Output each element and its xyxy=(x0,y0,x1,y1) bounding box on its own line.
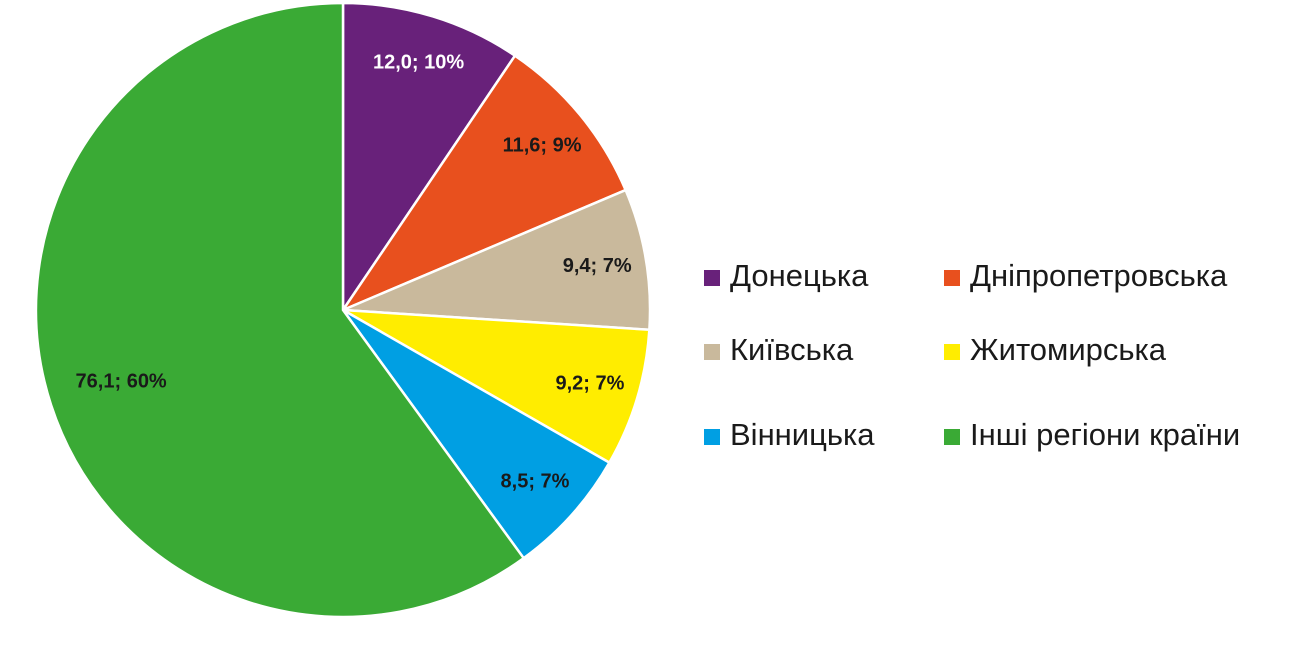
legend-label: Донецька xyxy=(730,258,869,293)
legend-label: Дніпропетровська xyxy=(970,258,1228,293)
legend-label: Вінницька xyxy=(730,417,875,452)
legend-swatch xyxy=(944,344,960,360)
data-label: 9,4; 7% xyxy=(563,255,632,277)
legend-swatch xyxy=(944,429,960,445)
pie-slice xyxy=(342,188,652,332)
legend-swatch xyxy=(704,429,720,445)
data-label: 9,2; 7% xyxy=(555,373,624,395)
pie-slice xyxy=(342,308,651,465)
pie-slice xyxy=(341,308,612,560)
pie-slice xyxy=(34,1,526,619)
data-label: 12,0; 10% xyxy=(373,52,464,74)
legend-swatch xyxy=(704,270,720,286)
pie-slice xyxy=(339,53,628,313)
legend-label: Київська xyxy=(730,332,854,367)
legend-label: Інші регіони країни xyxy=(970,417,1240,452)
data-label: 11,6; 9% xyxy=(503,134,582,156)
legend-swatch xyxy=(944,270,960,286)
legend-label: Житомирська xyxy=(970,332,1167,367)
pie-slice xyxy=(341,1,517,315)
data-label: 76,1; 60% xyxy=(76,370,167,392)
data-label: 8,5; 7% xyxy=(501,470,570,492)
legend-swatch xyxy=(704,344,720,360)
